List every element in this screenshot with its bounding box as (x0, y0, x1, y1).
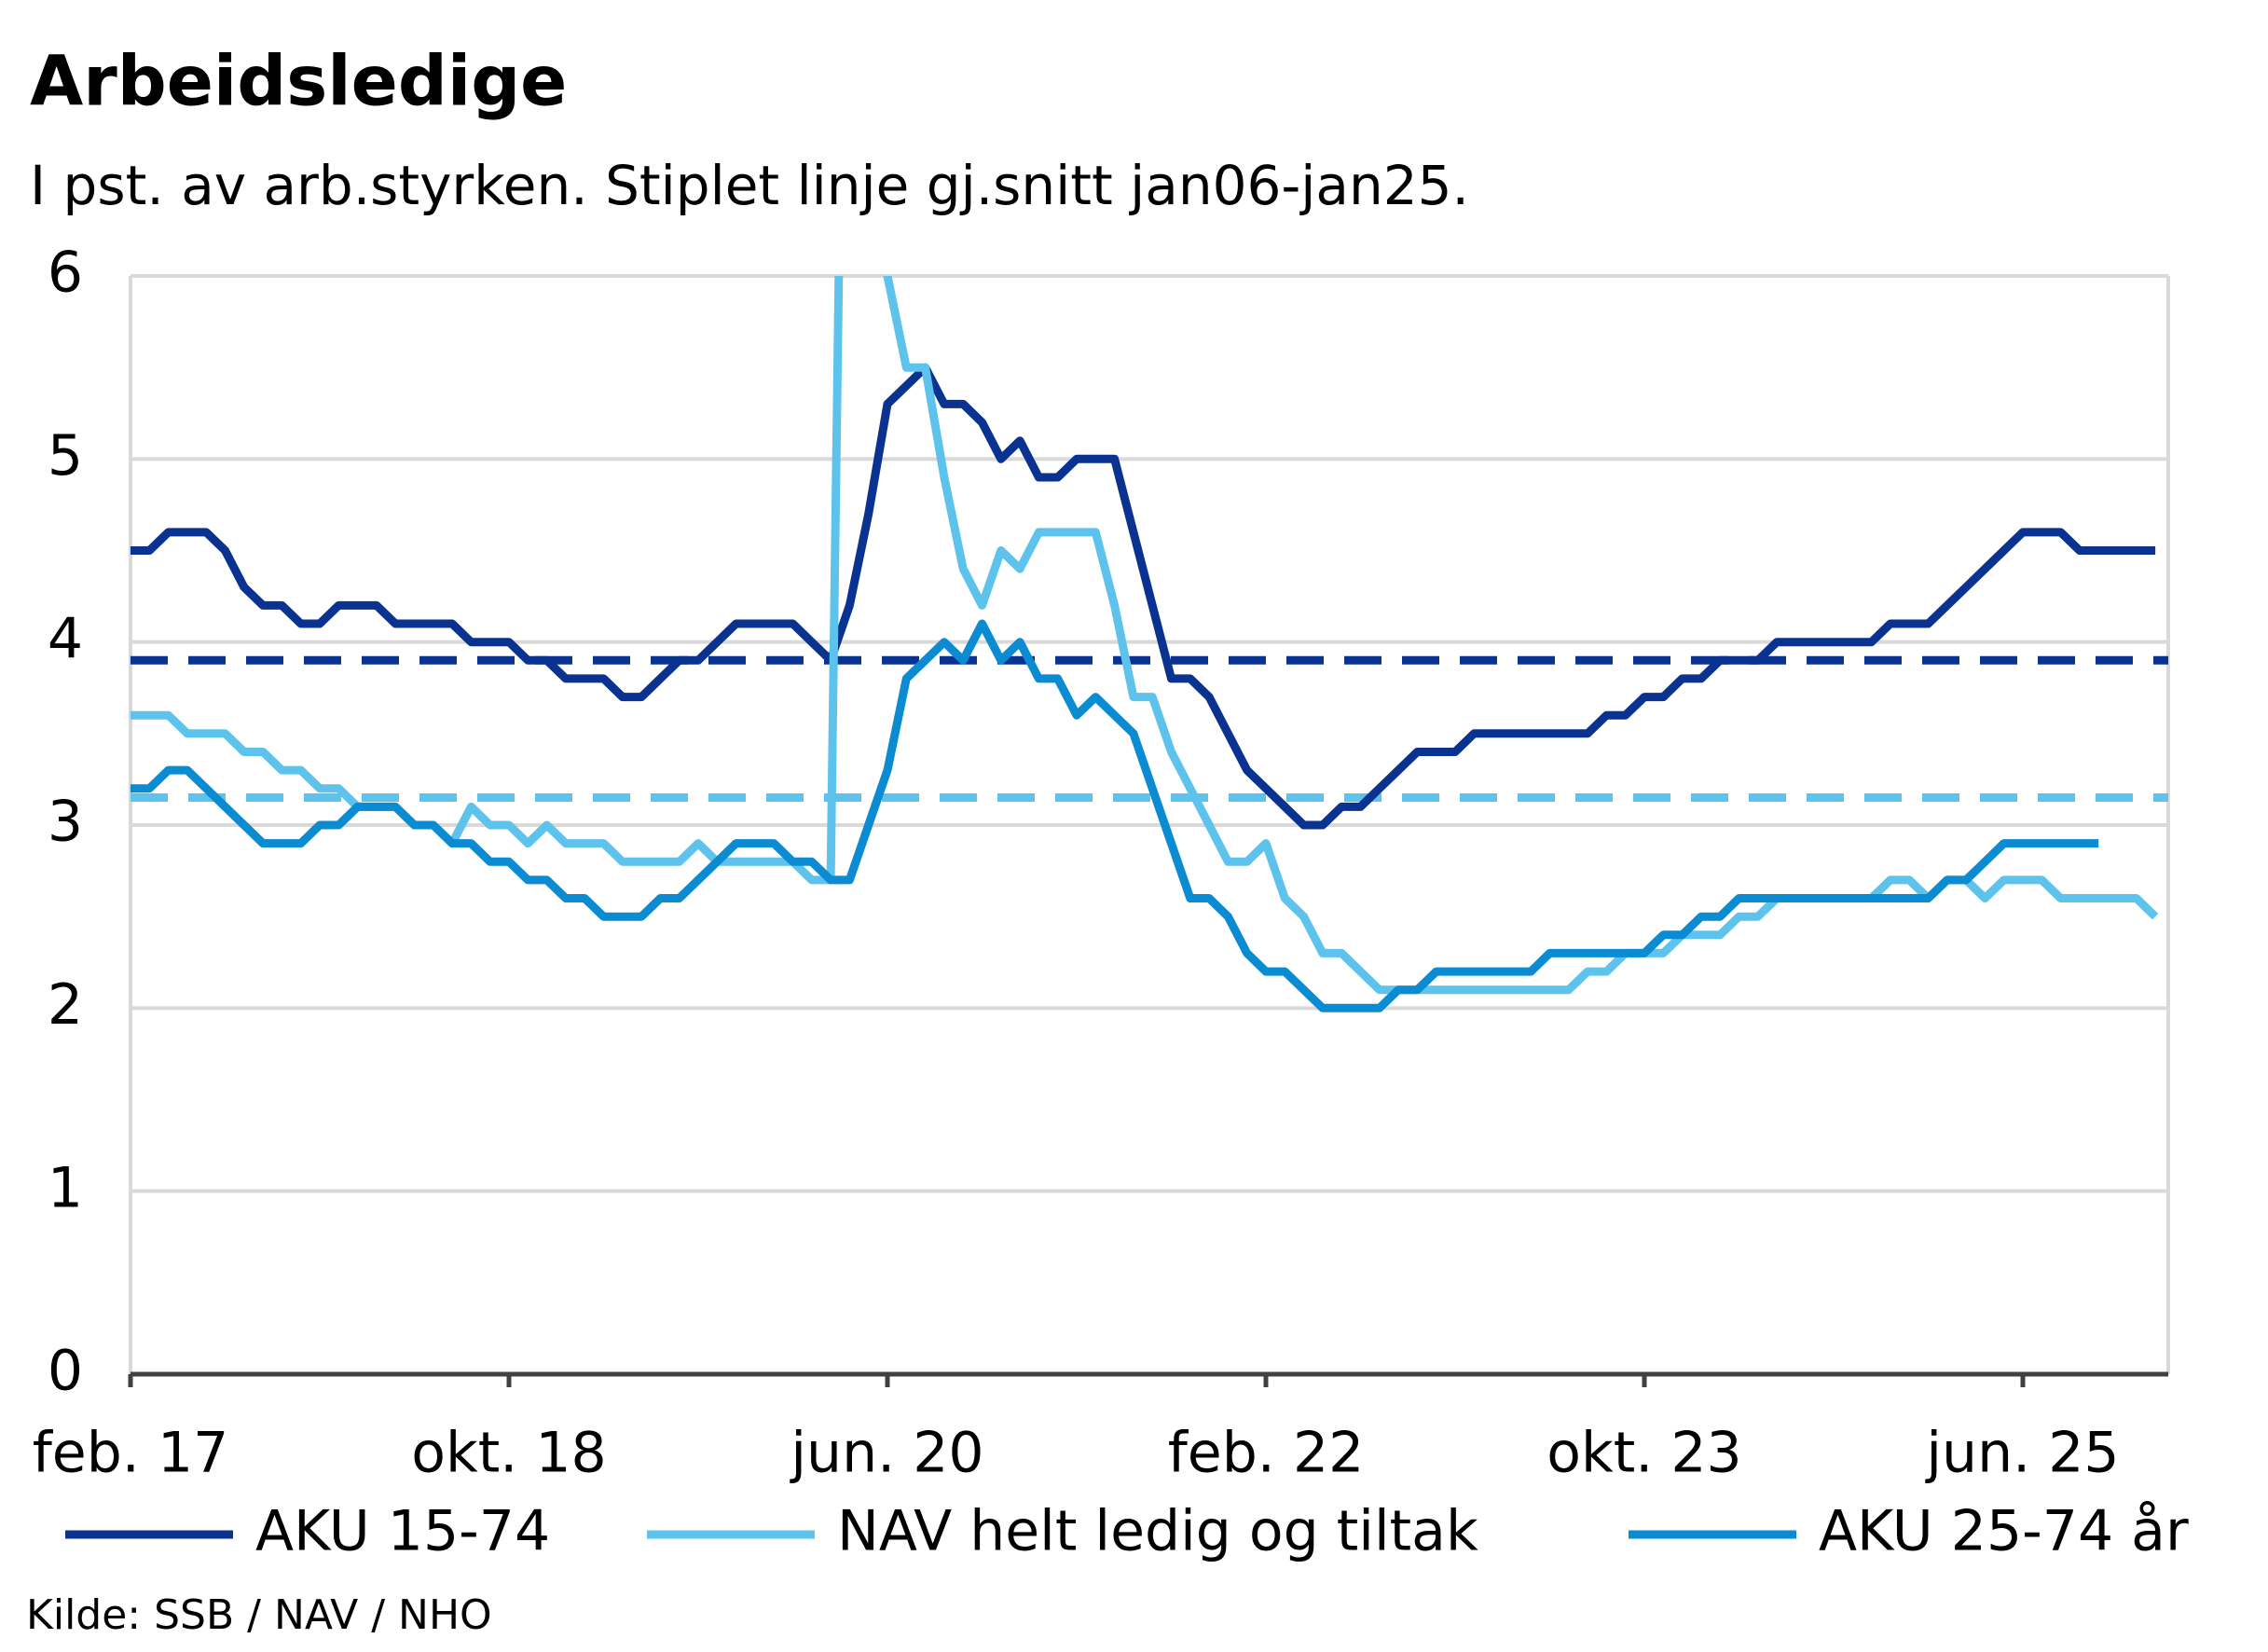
x-tick-label: jun. 25 (1924, 1421, 2119, 1486)
y-tick-label: 0 (48, 1339, 83, 1404)
y-tick-label: 2 (48, 972, 83, 1038)
legend-label: AKU 15-74 (255, 1499, 550, 1564)
source: Kilde: SSB / NAV / NHO (26, 1591, 492, 1639)
legend-label: NAV helt ledig og tiltak (837, 1499, 1478, 1564)
y-tick-label: 4 (48, 606, 83, 671)
y-tick-label: 3 (48, 790, 83, 855)
series-line (131, 276, 2159, 995)
chart-subtitle: I pst. av arb.styrken. Stiplet linje gj.… (30, 154, 1469, 217)
y-tick-label: 6 (48, 241, 83, 306)
legend-label: AKU 25-74 år (1819, 1499, 2189, 1564)
x-tick-label: okt. 23 (1546, 1421, 1741, 1486)
series-line (131, 363, 2156, 830)
plot-area (131, 276, 2168, 1012)
x-tick-label: feb. 22 (1168, 1421, 1365, 1486)
y-tick-label: 1 (48, 1155, 83, 1220)
x-tick-label: okt. 18 (411, 1421, 606, 1486)
x-tick-label: feb. 17 (33, 1421, 229, 1486)
chart-title: Arbeidsledige (30, 42, 567, 122)
x-tick-label: jun. 20 (789, 1421, 983, 1486)
series-line (131, 619, 2099, 1012)
y-tick-label: 5 (48, 423, 83, 489)
